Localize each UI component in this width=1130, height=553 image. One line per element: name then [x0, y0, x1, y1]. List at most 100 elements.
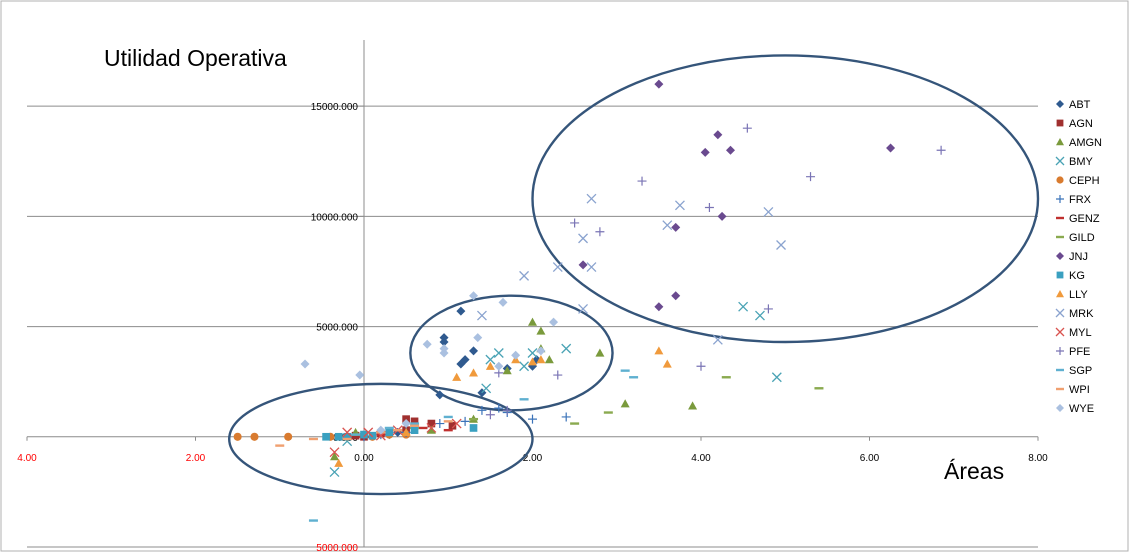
- legend-item-ceph: CEPH: [1056, 175, 1100, 187]
- y-tick-label-0: 15000.000: [311, 102, 359, 113]
- point-pfe-8: [696, 361, 706, 371]
- point-abt-0: [456, 306, 466, 316]
- point-sgp-0: [308, 519, 318, 522]
- legend-marker-abt: [1056, 100, 1064, 108]
- legend-label-amgn: AMGN: [1069, 137, 1102, 149]
- point-lly-7: [528, 357, 537, 366]
- series-jnj: [578, 79, 896, 312]
- point-myl-3: [426, 423, 437, 433]
- x-tick-label-5: 6.00: [860, 453, 880, 464]
- legend-marker-frx: [1056, 195, 1064, 203]
- point-wpi-5: [393, 428, 403, 432]
- point-wpi-6: [342, 437, 352, 441]
- legend-item-agn: AGN: [1056, 118, 1093, 130]
- point-mrk-4: [578, 233, 589, 244]
- point-abt-2: [439, 337, 449, 347]
- point-myl-5: [342, 427, 353, 438]
- legend-label-wpi: WPI: [1069, 384, 1090, 396]
- point-wye-8: [473, 333, 483, 343]
- point-bmy-0: [493, 348, 504, 358]
- point-wye-12: [401, 419, 411, 429]
- legend-marker-wye: [1056, 404, 1064, 412]
- point-gild-2: [721, 376, 731, 379]
- legend-label-kg: KG: [1069, 270, 1085, 282]
- point-jnj-0: [654, 79, 664, 89]
- point-lly-9: [334, 458, 344, 467]
- point-frx-2: [494, 403, 504, 413]
- legend-label-pfe: PFE: [1069, 346, 1090, 358]
- series-sgp: [308, 369, 639, 522]
- grid-lines: [27, 105, 1038, 548]
- data-points: [233, 79, 946, 522]
- point-jnj-4: [886, 143, 896, 153]
- point-abt-8: [435, 390, 445, 400]
- point-myl-1: [363, 427, 374, 438]
- point-mrk-3: [776, 240, 786, 250]
- point-jnj-2: [725, 145, 735, 155]
- legend-item-amgn: AMGN: [1056, 137, 1102, 149]
- point-frx-3: [477, 405, 487, 415]
- point-frx-4: [460, 416, 470, 426]
- legend-marker-pfe: [1056, 347, 1064, 355]
- point-amgn-9: [426, 425, 436, 434]
- legend-marker-mrk: [1055, 308, 1065, 318]
- point-abt-3: [469, 346, 479, 356]
- legend-marker-sgp: [1056, 368, 1064, 372]
- point-wye-9: [511, 350, 521, 360]
- point-mrk-10: [662, 220, 673, 231]
- y-tick-label-4: 5000.000: [316, 543, 358, 553]
- point-mrk-8: [578, 303, 589, 314]
- point-wye-7: [439, 348, 449, 358]
- point-amgn-0: [528, 317, 537, 326]
- y-tick-label-1: 10000.000: [311, 212, 359, 223]
- point-agn-1: [410, 417, 419, 426]
- point-lly-5: [654, 346, 664, 355]
- legend-marker-myl: [1055, 327, 1065, 337]
- legend-marker-jnj: [1056, 252, 1064, 260]
- point-lly-2: [485, 361, 495, 370]
- y-tick-label-2: 5000.000: [316, 323, 358, 334]
- point-genz-2: [418, 426, 428, 430]
- legend-item-sgp: SGP: [1056, 365, 1092, 377]
- point-jnj-8: [671, 291, 681, 301]
- tick-labels: 4.00 2.00 0.00 2.00 4.00 6.00 8.00 15000.000 100…: [17, 102, 1048, 553]
- point-pfe-10: [553, 370, 563, 380]
- point-agn-5: [448, 421, 457, 430]
- point-kg-3: [360, 430, 368, 439]
- point-amgn-4: [595, 348, 605, 357]
- x-tick-label-2: 0.00: [354, 453, 374, 464]
- x-tick-label-6: 8.00: [1028, 453, 1048, 464]
- x-tick-label-1: 2.00: [186, 453, 206, 464]
- point-pfe-3: [806, 172, 816, 182]
- point-mrk-7: [519, 270, 530, 281]
- point-wye-10: [494, 361, 504, 371]
- series-wye: [300, 291, 559, 435]
- point-amgn-10: [330, 452, 340, 461]
- point-amgn-6: [620, 399, 630, 408]
- point-gild-4: [469, 417, 479, 421]
- point-kg-6: [469, 424, 478, 432]
- point-wye-2: [469, 291, 479, 301]
- legend-marker-kg: [1056, 271, 1064, 279]
- point-kg-1: [334, 432, 343, 441]
- legend-item-abt: ABT: [1056, 99, 1091, 111]
- point-mrk-5: [552, 262, 563, 273]
- legend-marker-ceph: [1056, 176, 1064, 184]
- point-wye-13: [376, 425, 386, 435]
- point-agn-2: [427, 419, 436, 428]
- legend-label-abt: ABT: [1069, 99, 1091, 111]
- point-genz-4: [443, 428, 453, 432]
- point-pfe-11: [502, 405, 512, 415]
- x-tick-label-3: 2.00: [523, 453, 543, 464]
- point-myl-4: [451, 418, 462, 429]
- point-wpi-4: [443, 420, 453, 423]
- point-wye-3: [498, 297, 508, 307]
- legend-item-kg: KG: [1056, 270, 1085, 282]
- legend-item-wpi: WPI: [1056, 384, 1090, 396]
- point-kg-4: [385, 428, 394, 437]
- point-bmy-3: [481, 383, 492, 394]
- point-sgp-2: [629, 376, 639, 379]
- legend-item-frx: FRX: [1056, 194, 1092, 206]
